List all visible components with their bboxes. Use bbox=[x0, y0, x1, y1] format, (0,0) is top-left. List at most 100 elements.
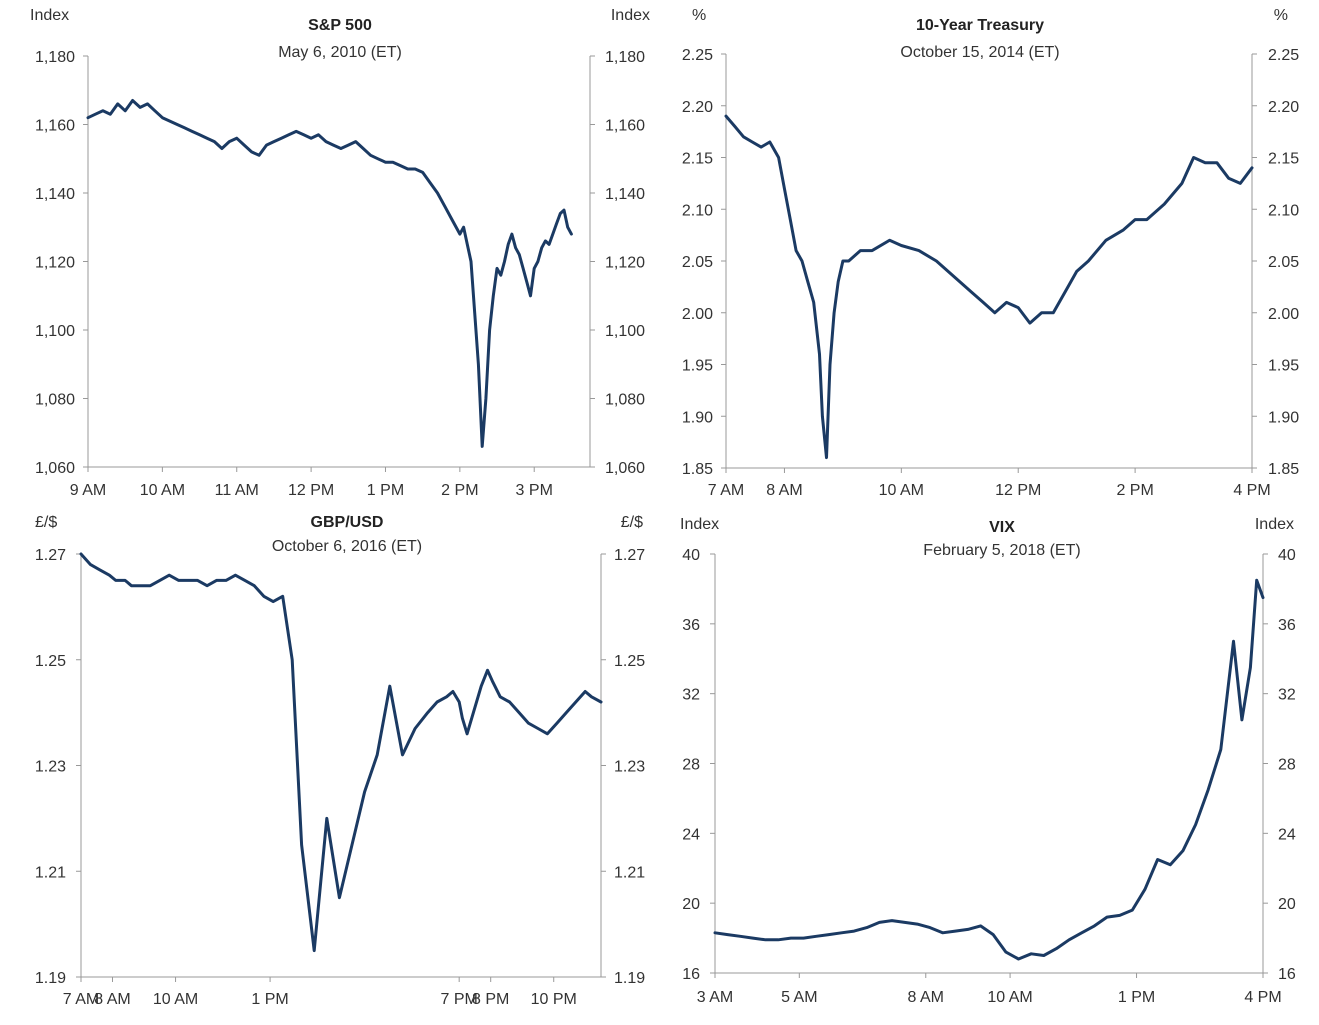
chart-subtitle: October 6, 2016 (ET) bbox=[272, 538, 422, 555]
x-tick-label: 1 PM bbox=[1118, 989, 1155, 1006]
x-tick-label: 7 AM bbox=[63, 991, 99, 1008]
y-tick-label-right: 2.05 bbox=[1268, 254, 1299, 271]
y-tick-label-right: 1.27 bbox=[614, 547, 645, 564]
x-tick-label: 10 AM bbox=[153, 991, 198, 1008]
x-tick-label: 2 PM bbox=[1116, 482, 1153, 499]
y-tick-label-right: 1.25 bbox=[614, 653, 645, 670]
y-tick-label-left: 2.10 bbox=[682, 202, 713, 219]
y-tick-label-left: 1,140 bbox=[35, 186, 75, 203]
y-tick-label-left: 1,060 bbox=[35, 460, 75, 477]
y-tick-label-right: 1,060 bbox=[605, 460, 645, 477]
x-tick-label: 12 PM bbox=[288, 482, 334, 499]
y-tick-label-right: 2.20 bbox=[1268, 99, 1299, 116]
y-tick-label-left: 2.00 bbox=[682, 306, 713, 323]
chart-title: 10-Year Treasury bbox=[916, 17, 1044, 34]
x-tick-label: 11 AM bbox=[215, 482, 259, 499]
y-tick-label-left: 1,100 bbox=[35, 323, 75, 340]
y-tick-label-right: 1.95 bbox=[1268, 358, 1299, 375]
chart-title: GBP/USD bbox=[311, 514, 384, 531]
x-tick-label: 8 PM bbox=[472, 991, 509, 1008]
panel-gbpusd: GBP/USD October 6, 2016 (ET) £/$ £/$ 1.19 1.1… bbox=[35, 514, 645, 1008]
y-tick-label-right: 36 bbox=[1278, 617, 1296, 634]
y-tick-label-left: 1,180 bbox=[35, 49, 75, 66]
x-tick-label: 7 PM bbox=[441, 991, 478, 1008]
y-tick-label-left: 1.23 bbox=[35, 759, 66, 776]
x-tick-label: 1 PM bbox=[367, 482, 404, 499]
series-line bbox=[86, 99, 573, 448]
y-tick-label-left: 2.15 bbox=[682, 151, 713, 168]
chart-subtitle: February 5, 2018 (ET) bbox=[923, 542, 1080, 559]
y-tick-label-left: 1.95 bbox=[682, 358, 713, 375]
panel-vix: VIX February 5, 2018 (ET) Index Index 16 16 20… bbox=[680, 516, 1296, 1006]
y-tick-label-right: 1,080 bbox=[605, 392, 645, 409]
y-tick-label-right: 2.10 bbox=[1268, 202, 1299, 219]
series-line bbox=[724, 114, 1254, 460]
y-tick-label-right: 1.85 bbox=[1268, 461, 1299, 478]
right-axis-unit: % bbox=[1274, 7, 1288, 24]
y-tick-label-left: 1,160 bbox=[35, 118, 75, 135]
y-tick-label-right: 40 bbox=[1278, 547, 1296, 564]
chart-title: VIX bbox=[989, 519, 1015, 536]
panel-treasury: 10-Year Treasury October 15, 2014 (ET)% % 1… bbox=[682, 7, 1299, 499]
y-tick-label-left: 28 bbox=[682, 757, 700, 774]
y-tick-label-left: 2.25 bbox=[682, 47, 713, 64]
y-tick-label-right: 1,180 bbox=[605, 49, 645, 66]
x-tick-label: 10 AM bbox=[987, 989, 1032, 1006]
x-tick-label: 3 AM bbox=[697, 989, 733, 1006]
x-tick-label: 3 PM bbox=[516, 482, 553, 499]
y-tick-label-right: 1.21 bbox=[614, 864, 645, 881]
y-tick-label-right: 1,140 bbox=[605, 186, 645, 203]
y-tick-label-left: 1,120 bbox=[35, 255, 75, 272]
x-tick-label: 10 AM bbox=[140, 482, 185, 499]
x-tick-label: 8 AM bbox=[908, 989, 944, 1006]
y-tick-label-left: 20 bbox=[682, 896, 700, 913]
y-tick-label-left: 32 bbox=[682, 687, 700, 704]
y-tick-label-left: 24 bbox=[682, 826, 700, 843]
left-axis-unit: % bbox=[692, 7, 706, 24]
y-tick-label-right: 2.25 bbox=[1268, 47, 1299, 64]
x-tick-label: 8 AM bbox=[94, 991, 130, 1008]
y-tick-label-left: 16 bbox=[682, 966, 700, 983]
y-tick-label-right: 1.90 bbox=[1268, 409, 1299, 426]
y-tick-label-right: 1,100 bbox=[605, 323, 645, 340]
x-tick-label: 7 AM bbox=[708, 482, 744, 499]
y-tick-label-right: 32 bbox=[1278, 687, 1296, 704]
x-tick-label: 4 PM bbox=[1233, 482, 1270, 499]
y-tick-label-right: 2.15 bbox=[1268, 151, 1299, 168]
y-tick-label-left: 2.20 bbox=[682, 99, 713, 116]
y-tick-label-left: 1.21 bbox=[35, 864, 66, 881]
y-tick-label-left: 1,080 bbox=[35, 392, 75, 409]
y-tick-label-left: 2.05 bbox=[682, 254, 713, 271]
y-tick-label-right: 28 bbox=[1278, 757, 1296, 774]
right-axis-unit: Index bbox=[611, 7, 650, 24]
y-tick-label-right: 1.19 bbox=[614, 970, 645, 987]
left-axis-unit: Index bbox=[30, 7, 69, 24]
series-line bbox=[79, 552, 603, 953]
y-tick-label-right: 1,120 bbox=[605, 255, 645, 272]
y-tick-label-left: 1.19 bbox=[35, 970, 66, 987]
chart-subtitle: May 6, 2010 (ET) bbox=[278, 44, 402, 61]
y-tick-label-left: 1.25 bbox=[35, 653, 66, 670]
x-tick-label: 5 AM bbox=[781, 989, 817, 1006]
chart-subtitle: October 15, 2014 (ET) bbox=[900, 44, 1059, 61]
y-tick-label-right: 2.00 bbox=[1268, 306, 1299, 323]
x-tick-label: 8 AM bbox=[766, 482, 802, 499]
y-tick-label-right: 16 bbox=[1278, 966, 1296, 983]
x-tick-label: 4 PM bbox=[1244, 989, 1281, 1006]
series-line bbox=[713, 578, 1265, 961]
y-tick-label-left: 1.90 bbox=[682, 409, 713, 426]
right-axis-unit: £/$ bbox=[621, 514, 643, 531]
x-tick-label: 1 PM bbox=[251, 991, 288, 1008]
x-tick-label: 10 AM bbox=[879, 482, 924, 499]
left-axis-unit: Index bbox=[680, 516, 719, 533]
y-tick-label-right: 20 bbox=[1278, 896, 1296, 913]
x-tick-label: 9 AM bbox=[70, 482, 106, 499]
panel-sp500: S&P 500 May 6, 2010 (ET) Index Index 1,060 1,… bbox=[30, 7, 650, 499]
y-tick-label-right: 1.23 bbox=[614, 759, 645, 776]
chart-title: S&P 500 bbox=[308, 17, 372, 34]
x-tick-label: 2 PM bbox=[441, 482, 478, 499]
y-tick-label-right: 24 bbox=[1278, 826, 1296, 843]
y-tick-label-left: 40 bbox=[682, 547, 700, 564]
y-tick-label-left: 36 bbox=[682, 617, 700, 634]
